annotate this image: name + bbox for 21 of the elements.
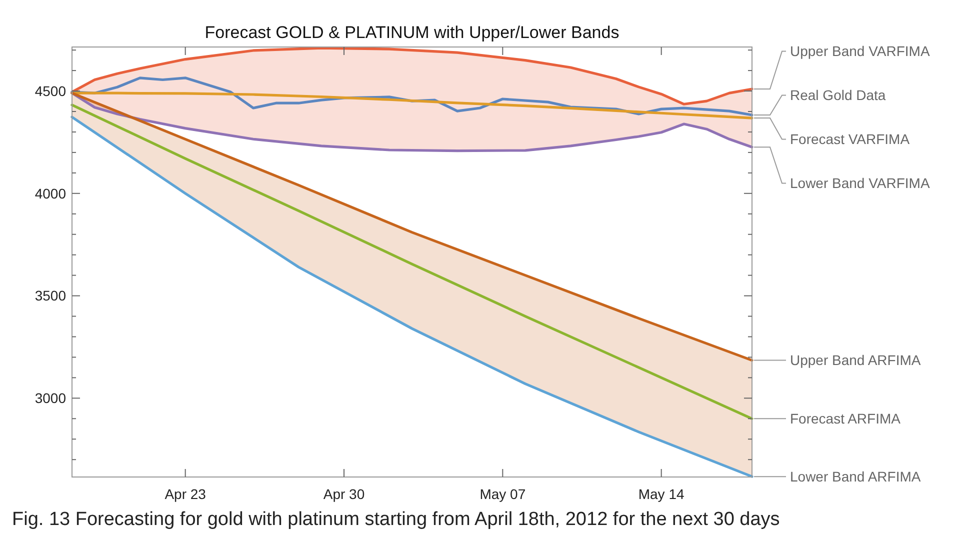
y-tick-label: 4000 [34,185,66,202]
y-tick-label: 3500 [34,288,66,304]
x-tick-label: Apr 30 [323,486,365,502]
chart-title: Forecast GOLD & PLATINUM with Upper/Lower Bands [204,23,620,42]
text: Real Gold Data [790,87,886,104]
x-tick-label: May 14 [638,486,684,502]
y-tick-label: 3000 [34,390,66,406]
caption: Fig. 13 Forecasting for gold with platinum starting from April 18th, 2012 for the next 30 days [12,509,780,530]
x-tick-label: Apr 23 [164,486,206,502]
y-tick-label: 4500 [34,82,66,99]
text: Forecast VARFIMA [790,131,910,148]
line-series [70,46,754,106]
text: Upper Band VARFIMA [790,43,930,60]
text: Lower Band ARFIMA [790,468,922,484]
line-series [70,104,754,420]
x-tick-label: May 07 [480,486,526,502]
line-series [70,92,754,120]
line-series [70,92,754,362]
text: Lower Band VARFIMA [790,175,930,192]
text: Forecast ARFIMA [790,410,902,427]
text: Upper Band ARFIMA [790,352,922,368]
